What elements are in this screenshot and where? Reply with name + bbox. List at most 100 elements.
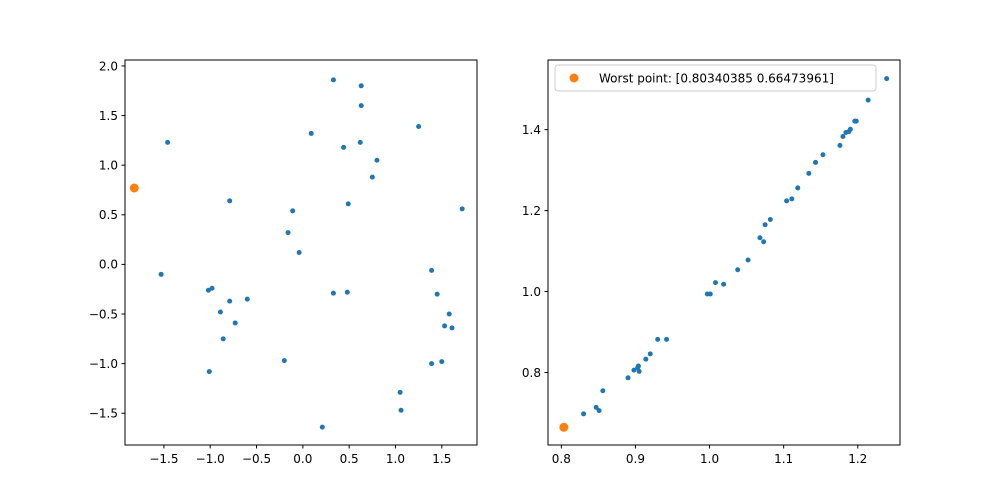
left-data-point (439, 359, 445, 365)
left-data-point (209, 285, 215, 291)
left-y-tick-label: 0.5 (99, 208, 118, 222)
right-data-point (757, 235, 763, 241)
right-data-point (795, 185, 801, 191)
left-y-tick-label: 2.0 (99, 59, 118, 73)
right-data-point (625, 375, 631, 381)
right-data-point (593, 404, 599, 410)
right-data-point (837, 142, 843, 148)
right-data-point (735, 267, 741, 273)
left-scatter-panel: −1.5 −1.0 −0.5 0.0 0.5 1.0 1.5 −1.5 −1.0 −0.5 0.0 0… (89, 59, 478, 466)
right-data-point (762, 222, 768, 228)
left-x-tick-label: 0.5 (340, 452, 359, 466)
left-data-point (244, 296, 250, 302)
left-data-point (319, 424, 325, 430)
left-x-tick-label: 1.5 (432, 452, 451, 466)
right-scatter-panel: 0.8 0.9 1.0 1.1 1.2 0.8 1.0 1.2 1.4 Worst point:… (522, 59, 901, 466)
left-data-point (374, 157, 380, 163)
right-data-point (643, 356, 649, 362)
left-scatter-points (129, 77, 465, 430)
right-y-tick-label: 1.0 (522, 285, 541, 299)
right-data-point (636, 368, 642, 374)
left-plot-frame (124, 59, 478, 446)
left-data-point (429, 267, 435, 273)
left-data-point (227, 198, 233, 204)
legend-marker-worst-point (569, 73, 579, 83)
left-data-point (158, 271, 164, 277)
right-x-tick-label: 1.2 (848, 452, 867, 466)
right-data-point (745, 257, 751, 263)
left-data-point (446, 311, 452, 317)
right-x-tick-label: 0.8 (552, 452, 571, 466)
left-data-point (205, 287, 211, 293)
left-data-point (341, 144, 347, 150)
left-data-point (330, 290, 336, 296)
left-data-point (281, 358, 287, 364)
left-data-point (358, 83, 364, 89)
left-data-point (296, 250, 302, 255)
right-data-point (664, 336, 670, 342)
right-data-point (712, 280, 718, 286)
right-data-point (853, 118, 859, 124)
left-data-point (217, 309, 223, 315)
left-x-tick-label: −1.5 (149, 452, 178, 466)
right-x-tick-label: 1.1 (774, 452, 793, 466)
right-data-point (865, 97, 871, 103)
right-data-point (789, 196, 795, 202)
right-data-point (767, 217, 773, 223)
right-data-point (596, 408, 602, 414)
left-data-point (220, 336, 226, 342)
left-data-point (308, 130, 314, 136)
left-data-point (330, 77, 336, 83)
right-data-point (581, 411, 587, 417)
right-data-point (761, 239, 767, 245)
left-data-point (429, 361, 435, 367)
left-data-point (206, 369, 212, 375)
left-axis-ticks: −1.5 −1.0 −0.5 0.0 0.5 1.0 1.5 −1.5 −1.0 −0.5 0.0 0… (89, 59, 451, 466)
left-y-tick-label: 1.5 (99, 109, 118, 123)
left-y-tick-label: 0.0 (99, 258, 118, 272)
left-data-point (398, 407, 404, 413)
left-y-tick-label: −1.0 (89, 357, 118, 371)
right-data-point (631, 367, 637, 373)
right-data-point (820, 152, 826, 158)
left-data-point (434, 291, 440, 297)
left-data-point (459, 206, 465, 212)
left-data-point (416, 123, 422, 129)
right-data-point (721, 281, 727, 287)
left-data-point (357, 139, 363, 145)
left-data-point (449, 325, 455, 331)
right-data-point (707, 291, 713, 297)
left-data-point (232, 320, 238, 326)
left-data-point (227, 298, 233, 304)
right-data-point (813, 159, 819, 165)
right-plot-frame (547, 59, 901, 446)
legend-box (554, 64, 877, 92)
left-data-point (285, 230, 291, 236)
legend-label-worst-point: Worst point: [0.80340385 0.66473961] (599, 72, 834, 86)
legend: Worst point: [0.80340385 0.66473961] (554, 64, 877, 92)
right-y-tick-label: 0.8 (522, 366, 541, 380)
left-x-tick-label: −1.0 (196, 452, 225, 466)
right-y-tick-label: 1.4 (522, 123, 541, 137)
right-data-point (600, 388, 606, 394)
right-data-point (647, 351, 653, 357)
right-data-point (784, 198, 790, 204)
right-data-point (806, 170, 812, 176)
left-y-tick-label: −0.5 (89, 307, 118, 321)
right-data-point (655, 336, 661, 342)
left-x-tick-label: −0.5 (242, 452, 271, 466)
right-x-tick-label: 0.9 (626, 452, 645, 466)
left-data-point (290, 208, 296, 214)
left-data-point (369, 174, 375, 180)
right-data-point (884, 76, 890, 82)
right-data-point (847, 126, 853, 132)
left-x-tick-label: 1.0 (386, 452, 405, 466)
left-data-point (344, 289, 350, 295)
left-data-point (165, 139, 171, 145)
left-data-point (345, 201, 351, 207)
left-y-tick-label: 1.0 (99, 158, 118, 172)
right-data-point (840, 134, 846, 140)
right-y-tick-label: 1.2 (522, 204, 541, 218)
right-x-tick-label: 1.0 (700, 452, 719, 466)
right-scatter-points (559, 76, 890, 432)
